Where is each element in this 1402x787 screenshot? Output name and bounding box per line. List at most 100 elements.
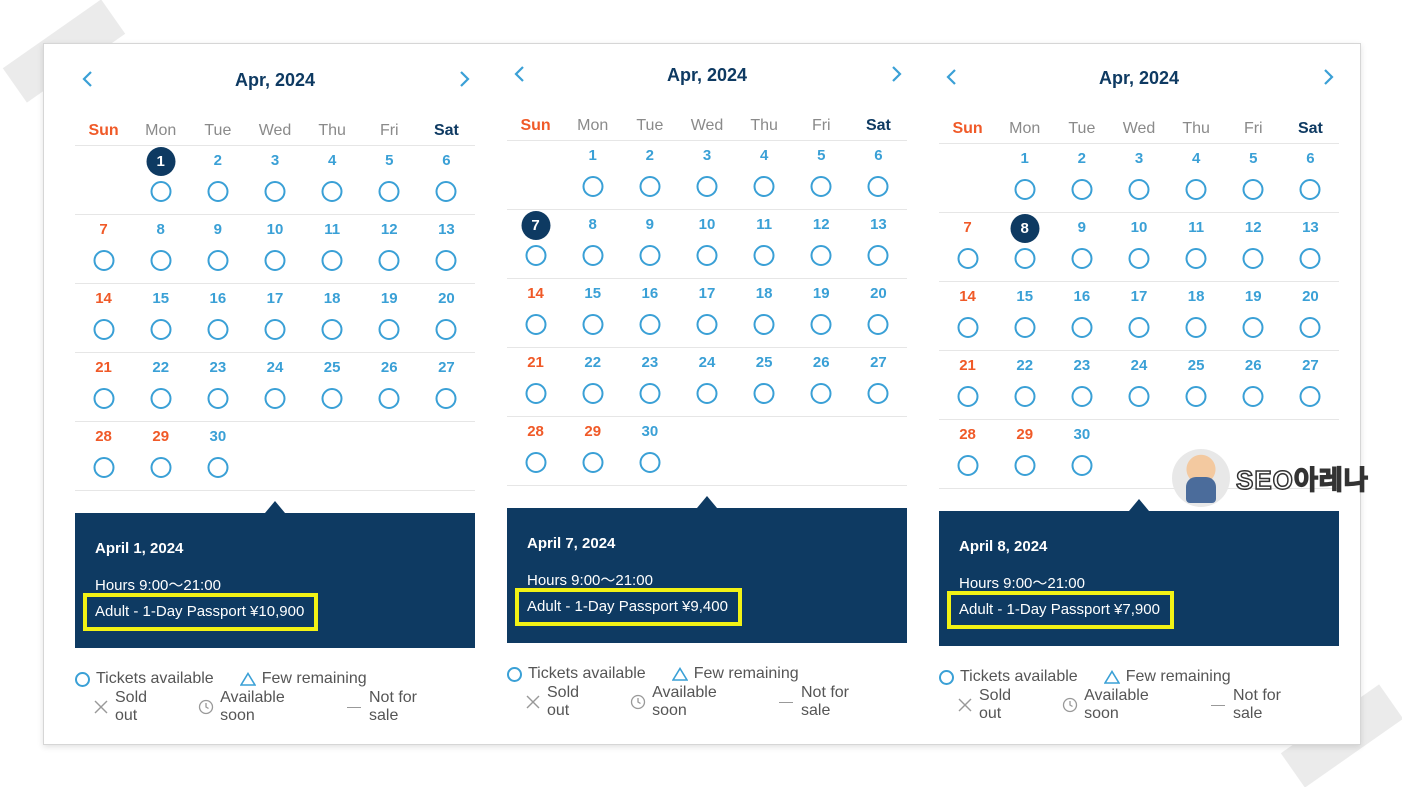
day-cell[interactable]: 19 bbox=[1225, 282, 1282, 350]
day-cell[interactable]: 1 bbox=[996, 144, 1053, 212]
day-cell[interactable]: 23 bbox=[189, 353, 246, 421]
day-cell[interactable]: 2 bbox=[621, 141, 678, 209]
available-circle-icon[interactable] bbox=[1014, 386, 1036, 407]
available-circle-icon[interactable] bbox=[639, 176, 661, 197]
next-month-button[interactable] bbox=[453, 68, 475, 90]
available-circle-icon[interactable] bbox=[264, 250, 286, 271]
available-circle-icon[interactable] bbox=[207, 250, 229, 271]
day-cell[interactable]: 28 bbox=[75, 422, 132, 490]
day-cell[interactable]: 24 bbox=[1110, 351, 1167, 419]
available-circle-icon[interactable] bbox=[582, 314, 604, 335]
available-circle-icon[interactable] bbox=[867, 383, 889, 404]
day-cell[interactable]: 18 bbox=[1168, 282, 1225, 350]
available-circle-icon[interactable] bbox=[639, 245, 661, 266]
available-circle-icon[interactable] bbox=[1242, 386, 1264, 407]
day-cell[interactable]: 29 bbox=[996, 420, 1053, 488]
day-cell[interactable]: 15 bbox=[564, 279, 621, 347]
available-circle-icon[interactable] bbox=[582, 176, 604, 197]
day-cell[interactable]: 30 bbox=[621, 417, 678, 485]
day-cell[interactable]: 24 bbox=[678, 348, 735, 416]
available-circle-icon[interactable] bbox=[525, 383, 547, 404]
available-circle-icon[interactable] bbox=[378, 388, 400, 409]
day-cell[interactable]: 12 bbox=[1225, 213, 1282, 281]
available-circle-icon[interactable] bbox=[1014, 455, 1036, 476]
day-cell[interactable]: 29 bbox=[564, 417, 621, 485]
available-circle-icon[interactable] bbox=[207, 388, 229, 409]
day-cell[interactable]: 6 bbox=[418, 146, 475, 214]
available-circle-icon[interactable] bbox=[1071, 386, 1093, 407]
available-circle-icon[interactable] bbox=[378, 250, 400, 271]
available-circle-icon[interactable] bbox=[1128, 248, 1150, 269]
available-circle-icon[interactable] bbox=[150, 319, 172, 340]
available-circle-icon[interactable] bbox=[1014, 317, 1036, 338]
day-cell[interactable]: 10 bbox=[1110, 213, 1167, 281]
day-cell[interactable]: 11 bbox=[736, 210, 793, 278]
available-circle-icon[interactable] bbox=[1014, 179, 1036, 200]
day-cell[interactable]: 16 bbox=[621, 279, 678, 347]
available-circle-icon[interactable] bbox=[753, 245, 775, 266]
available-circle-icon[interactable] bbox=[639, 452, 661, 473]
day-cell[interactable]: 4 bbox=[1168, 144, 1225, 212]
day-cell[interactable]: 5 bbox=[361, 146, 418, 214]
available-circle-icon[interactable] bbox=[957, 248, 979, 269]
day-cell[interactable]: 11 bbox=[1168, 213, 1225, 281]
day-cell[interactable]: 17 bbox=[678, 279, 735, 347]
day-cell[interactable]: 28 bbox=[507, 417, 564, 485]
available-circle-icon[interactable] bbox=[1242, 317, 1264, 338]
day-cell[interactable]: 25 bbox=[304, 353, 361, 421]
day-cell[interactable]: 7 bbox=[507, 210, 564, 278]
day-cell[interactable]: 2 bbox=[189, 146, 246, 214]
available-circle-icon[interactable] bbox=[435, 319, 457, 340]
available-circle-icon[interactable] bbox=[1185, 386, 1207, 407]
available-circle-icon[interactable] bbox=[1242, 248, 1264, 269]
day-cell[interactable]: 14 bbox=[939, 282, 996, 350]
available-circle-icon[interactable] bbox=[810, 245, 832, 266]
day-cell[interactable]: 30 bbox=[189, 422, 246, 490]
day-cell[interactable]: 17 bbox=[246, 284, 303, 352]
day-cell[interactable]: 27 bbox=[418, 353, 475, 421]
available-circle-icon[interactable] bbox=[93, 319, 115, 340]
day-cell[interactable]: 8 bbox=[564, 210, 621, 278]
available-circle-icon[interactable] bbox=[810, 383, 832, 404]
day-cell[interactable]: 6 bbox=[1282, 144, 1339, 212]
day-cell[interactable]: 21 bbox=[939, 351, 996, 419]
available-circle-icon[interactable] bbox=[1128, 386, 1150, 407]
available-circle-icon[interactable] bbox=[207, 181, 229, 202]
available-circle-icon[interactable] bbox=[696, 314, 718, 335]
available-circle-icon[interactable] bbox=[321, 250, 343, 271]
day-cell[interactable]: 26 bbox=[361, 353, 418, 421]
available-circle-icon[interactable] bbox=[150, 388, 172, 409]
day-cell[interactable]: 13 bbox=[1282, 213, 1339, 281]
day-cell[interactable]: 20 bbox=[850, 279, 907, 347]
available-circle-icon[interactable] bbox=[957, 386, 979, 407]
available-circle-icon[interactable] bbox=[957, 317, 979, 338]
day-cell[interactable]: 20 bbox=[1282, 282, 1339, 350]
available-circle-icon[interactable] bbox=[639, 383, 661, 404]
available-circle-icon[interactable] bbox=[150, 181, 172, 202]
prev-month-button[interactable] bbox=[77, 68, 99, 90]
available-circle-icon[interactable] bbox=[1071, 455, 1093, 476]
day-cell[interactable]: 22 bbox=[132, 353, 189, 421]
day-cell[interactable]: 10 bbox=[246, 215, 303, 283]
day-cell[interactable]: 14 bbox=[75, 284, 132, 352]
available-circle-icon[interactable] bbox=[696, 383, 718, 404]
available-circle-icon[interactable] bbox=[867, 314, 889, 335]
available-circle-icon[interactable] bbox=[582, 452, 604, 473]
available-circle-icon[interactable] bbox=[1071, 317, 1093, 338]
available-circle-icon[interactable] bbox=[810, 314, 832, 335]
day-cell[interactable]: 7 bbox=[75, 215, 132, 283]
available-circle-icon[interactable] bbox=[1185, 317, 1207, 338]
day-cell[interactable]: 9 bbox=[621, 210, 678, 278]
day-cell[interactable]: 27 bbox=[1282, 351, 1339, 419]
day-cell[interactable]: 28 bbox=[939, 420, 996, 488]
day-cell[interactable]: 13 bbox=[418, 215, 475, 283]
available-circle-icon[interactable] bbox=[93, 250, 115, 271]
available-circle-icon[interactable] bbox=[378, 181, 400, 202]
available-circle-icon[interactable] bbox=[435, 181, 457, 202]
available-circle-icon[interactable] bbox=[264, 319, 286, 340]
day-cell[interactable]: 10 bbox=[678, 210, 735, 278]
day-cell[interactable]: 1 bbox=[132, 146, 189, 214]
available-circle-icon[interactable] bbox=[1185, 179, 1207, 200]
available-circle-icon[interactable] bbox=[1185, 248, 1207, 269]
day-cell[interactable]: 8 bbox=[996, 213, 1053, 281]
